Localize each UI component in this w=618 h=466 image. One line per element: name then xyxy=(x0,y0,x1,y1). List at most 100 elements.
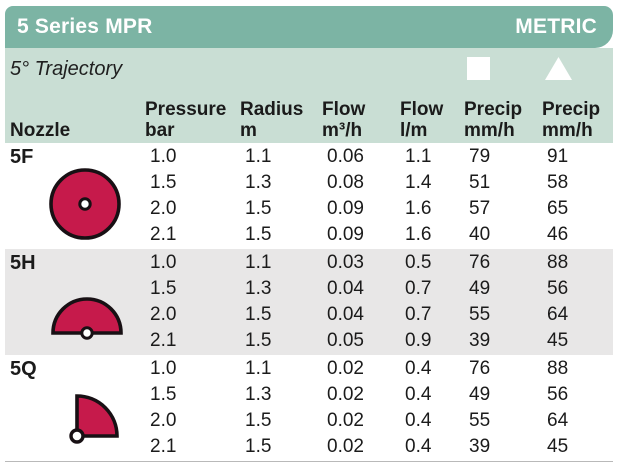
table-header: 5° Trajectory Nozzle Pressure bar Radius… xyxy=(5,48,613,143)
table-cell: 1.5 xyxy=(245,304,272,325)
table-cell: 0.7 xyxy=(405,278,432,299)
table-cell: 39 xyxy=(469,436,491,457)
table-cell: 56 xyxy=(547,278,569,299)
column-header-unit: m xyxy=(240,120,257,141)
column-header-text: Flow xyxy=(400,99,444,120)
table-cell: 0.04 xyxy=(327,278,364,299)
column-header-unit: bar xyxy=(145,120,175,141)
nozzle-cell: 5F xyxy=(5,144,145,248)
quarter-circle-icon xyxy=(67,388,121,449)
column-header-unit: l/m xyxy=(400,120,428,141)
trajectory-label: 5° Trajectory xyxy=(10,58,123,80)
table-cell: 79 xyxy=(469,146,491,167)
table-cell: 1.1 xyxy=(405,146,432,167)
table-cell: 64 xyxy=(547,410,569,431)
full-circle-icon xyxy=(47,166,123,247)
table-cell: 1.3 xyxy=(245,384,272,405)
unit-system-label: METRIC xyxy=(515,15,597,38)
table-cell: 40 xyxy=(469,224,491,245)
table-cell: 45 xyxy=(547,330,569,351)
column-header-flow-m3h: Flow m³/h xyxy=(322,99,400,143)
column-header-radius: Radius m xyxy=(240,99,322,143)
table-cell: 0.4 xyxy=(405,358,432,379)
nozzle-cell: 5Q xyxy=(5,356,145,460)
column-header-unit: m³/h xyxy=(322,120,363,141)
table-cell: 56 xyxy=(547,384,569,405)
table-cell: 57 xyxy=(469,198,491,219)
page-title: 5 Series MPR xyxy=(17,15,153,38)
table-cell: 64 xyxy=(547,304,569,325)
table-cell: 51 xyxy=(469,172,491,193)
column-header-text: Flow xyxy=(322,99,366,120)
table-cell: 2.1 xyxy=(150,224,177,245)
table-cell: 0.02 xyxy=(327,436,364,457)
half-circle-icon xyxy=(49,288,125,345)
column-header-text: Nozzle xyxy=(10,120,71,141)
table-cell: 45 xyxy=(547,436,569,457)
table-cell: 0.7 xyxy=(405,304,432,325)
nozzle-label: 5F xyxy=(10,146,34,168)
table-cell: 0.03 xyxy=(327,252,364,273)
table-cell: 0.02 xyxy=(327,410,364,431)
table-cell: 65 xyxy=(547,198,569,219)
column-header-flow-lm: Flow l/m xyxy=(400,99,464,143)
table-cell: 1.1 xyxy=(245,146,272,167)
column-header-precip-square: Precip mm/h xyxy=(464,99,542,143)
table-cell: 1.1 xyxy=(245,358,272,379)
table-cell: 0.02 xyxy=(327,384,364,405)
table-cell: 1.5 xyxy=(245,410,272,431)
table-cell: 76 xyxy=(469,358,491,379)
table-cell: 58 xyxy=(547,172,569,193)
table-cell: 49 xyxy=(469,384,491,405)
table-cell: 1.5 xyxy=(245,224,272,245)
table-cell: 1.5 xyxy=(245,198,272,219)
table-cell: 0.9 xyxy=(405,330,432,351)
table-cell: 2.0 xyxy=(150,198,177,219)
column-header-unit: mm/h xyxy=(464,120,515,141)
column-header-text: Pressure xyxy=(145,99,227,120)
nozzle-label: 5H xyxy=(10,252,36,274)
table-cell: 0.5 xyxy=(405,252,432,273)
triangle-icon xyxy=(545,57,572,85)
column-header-text: Precip xyxy=(464,99,523,120)
table-cell: 0.09 xyxy=(327,224,364,245)
column-header-text: Radius xyxy=(240,99,304,120)
table-cell: 0.04 xyxy=(327,304,364,325)
bottom-rule xyxy=(5,461,613,462)
table-cell: 1.5 xyxy=(150,384,177,405)
column-header-precip-triangle: Precip mm/h xyxy=(542,99,613,143)
table-cell: 2.1 xyxy=(150,330,177,351)
table-cell: 88 xyxy=(547,358,569,379)
table-cell: 55 xyxy=(469,410,491,431)
table-cell: 49 xyxy=(469,278,491,299)
column-header-pressure: Pressure bar xyxy=(145,99,240,143)
column-header-unit: mm/h xyxy=(542,120,593,141)
nozzle-cell: 5H xyxy=(5,250,145,354)
table-group-5H: 5H 1.0 1.1 0.03 0.5 76 88 1.5 1.3 0.04 0.7 49 56 2.0… xyxy=(5,249,613,355)
table-cell: 1.3 xyxy=(245,172,272,193)
table-cell: 0.09 xyxy=(327,198,364,219)
table-cell: 1.3 xyxy=(245,278,272,299)
table-cell: 1.5 xyxy=(245,330,272,351)
table-cell: 46 xyxy=(547,224,569,245)
table-cell: 0.06 xyxy=(327,146,364,167)
table-cell: 91 xyxy=(547,146,569,167)
square-icon xyxy=(467,57,490,85)
table-cell: 1.6 xyxy=(405,224,432,245)
table-cell: 0.05 xyxy=(327,330,364,351)
column-header-text: Precip xyxy=(542,99,601,120)
table-cell: 0.08 xyxy=(327,172,364,193)
table-cell: 1.0 xyxy=(150,252,177,273)
table-cell: 88 xyxy=(547,252,569,273)
table-cell: 2.1 xyxy=(150,436,177,457)
nozzle-label: 5Q xyxy=(10,358,37,380)
table-cell: 2.0 xyxy=(150,304,177,325)
table-cell: 1.0 xyxy=(150,146,177,167)
table-cell: 1.5 xyxy=(150,278,177,299)
table-cell: 39 xyxy=(469,330,491,351)
table-cell: 0.4 xyxy=(405,436,432,457)
table-cell: 0.4 xyxy=(405,384,432,405)
table-group-5Q: 5Q 1.0 1.1 0.02 0.4 76 88 1.5 1.3 0.02 0.4 49 56 2.0… xyxy=(5,355,613,461)
table-cell: 1.4 xyxy=(405,172,432,193)
